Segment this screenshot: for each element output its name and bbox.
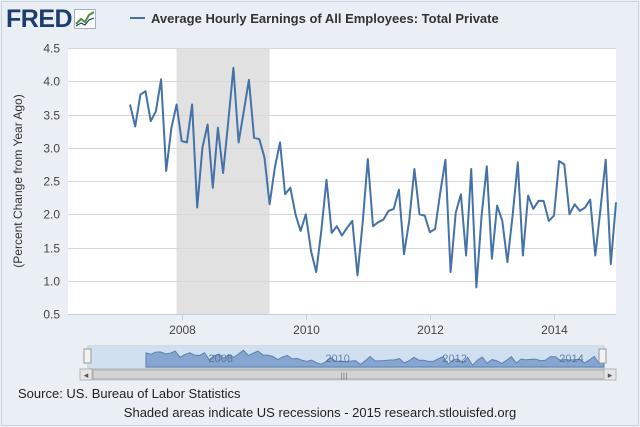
chart-legend[interactable]: Average Hourly Earnings of All Employees… <box>130 8 499 28</box>
scroll-left-arrow-icon: ◂ <box>84 371 89 381</box>
x-tick-label: 2008 <box>169 323 196 337</box>
source-note: Source: US. Bureau of Labor Statistics <box>18 386 241 401</box>
y-tick-label: 4.0 <box>43 75 60 89</box>
legend-swatch <box>130 17 145 19</box>
navigator-mini-series <box>145 349 605 368</box>
x-tick-label: 2014 <box>541 323 568 337</box>
navigator-year-label: 2008 <box>208 353 232 365</box>
x-tick-label: 2012 <box>417 323 444 337</box>
navigator-year-label: 2012 <box>442 353 466 365</box>
y-axis-label: (Percent Change from Year Ago) <box>11 94 25 267</box>
navigator-scrollbar-thumb[interactable] <box>92 369 605 380</box>
y-tick-label: 3.0 <box>43 142 60 156</box>
y-tick-label: 2.5 <box>43 175 60 189</box>
series-line[interactable] <box>129 66 617 289</box>
y-tick-label: 1.5 <box>43 242 60 256</box>
navigator-year-label: 2010 <box>325 353 349 365</box>
grid-lines <box>68 48 616 315</box>
y-tick-label: 4.5 <box>43 42 60 56</box>
recession-footnote[interactable]: Shaded areas indicate US recessions - 20… <box>123 405 517 420</box>
legend-series-label: Average Hourly Earnings of All Employees… <box>151 10 499 26</box>
scroll-right-arrow-icon: ▸ <box>608 371 613 381</box>
y-tick-label: 0.5 <box>43 308 60 322</box>
navigator-right-handle[interactable] <box>598 348 607 364</box>
y-axis-ticks: 0.5 1.0 1.5 2.0 2.5 3.0 3.5 4.0 4.5 <box>43 42 60 322</box>
navigator-scrollbar-left-button[interactable] <box>79 368 93 381</box>
y-tick-label: 2.0 <box>43 208 60 222</box>
logo-text: FRED <box>6 4 73 33</box>
chart-svg: 0.5 1.0 1.5 2.0 2.5 3.0 3.5 4.0 4.5 2008 2010 2012… <box>11 42 617 381</box>
x-axis-ticks: 2008 2010 2012 2014 <box>169 314 568 337</box>
x-tick-label: 2010 <box>293 323 320 337</box>
y-tick-label: 1.0 <box>43 275 60 289</box>
logo-graph-icon <box>74 9 97 29</box>
y-tick-label: 3.5 <box>43 109 60 123</box>
range-navigator[interactable]: 2008 2010 2012 2014 ◂ ||| ▸ <box>79 345 617 381</box>
navigator-scrollbar-right-button[interactable] <box>603 368 617 381</box>
fred-logo[interactable]: FRED <box>6 4 97 33</box>
navigator-left-handle[interactable] <box>83 348 92 364</box>
navigator-year-labels: 2008 2010 2012 2014 <box>208 353 583 365</box>
scrollbar-grip-icon: ||| <box>340 372 347 380</box>
navigator-year-label: 2014 <box>559 353 583 365</box>
